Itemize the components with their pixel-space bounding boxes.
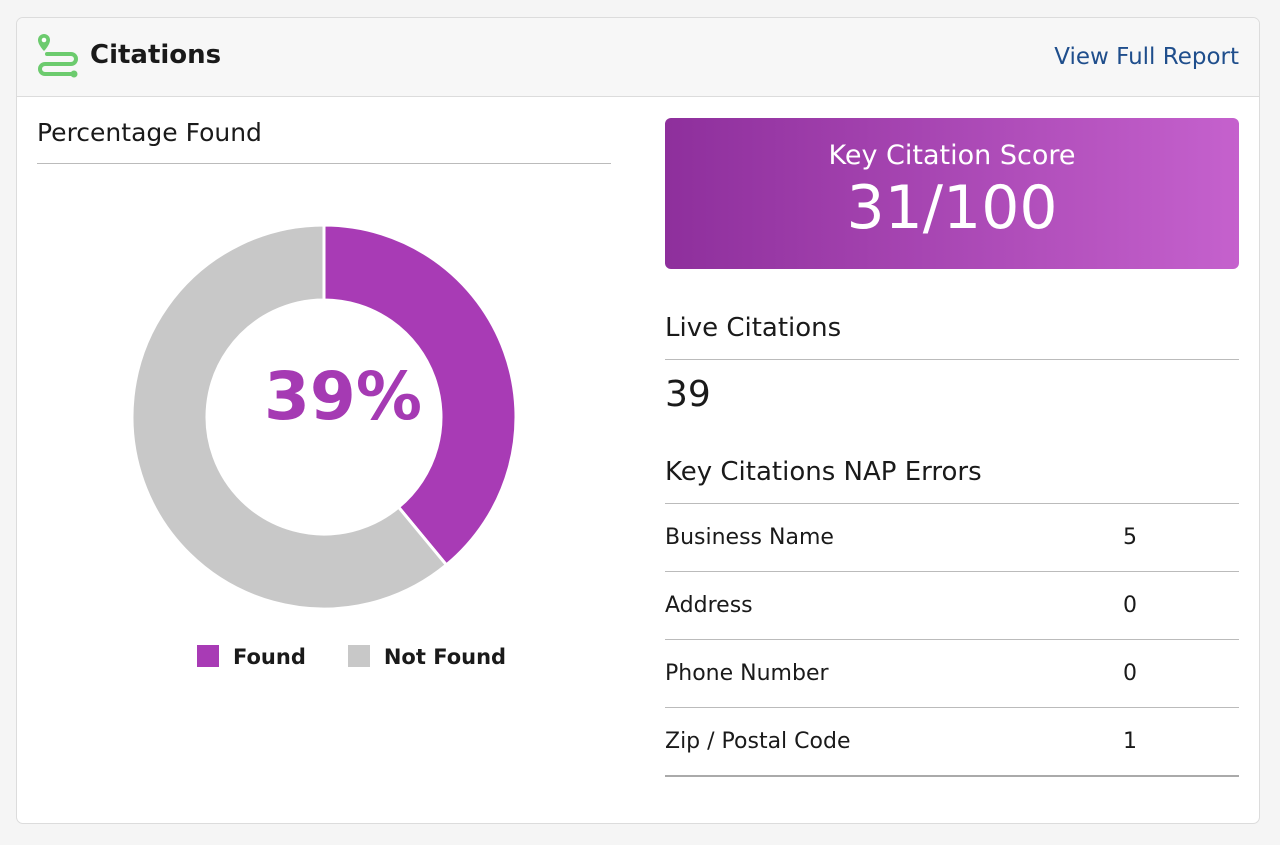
score-label: Key Citation Score <box>828 140 1076 171</box>
donut-center-label: 39% <box>264 358 422 435</box>
row-value: 5 <box>1123 525 1137 550</box>
row-label: Zip / Postal Code <box>665 729 851 754</box>
table-row: Zip / Postal Code 1 <box>665 708 1239 777</box>
row-label: Address <box>665 593 753 618</box>
view-full-report-link[interactable]: View Full Report <box>1054 44 1239 70</box>
row-label: Business Name <box>665 525 834 550</box>
score-value: 31/100 <box>846 173 1058 243</box>
percentage-found-section: Percentage Found 39% Found Not Found <box>37 118 611 669</box>
table-row: Address 0 <box>665 572 1239 640</box>
legend-item-not-found[interactable]: Not Found <box>347 645 507 669</box>
section-title: Percentage Found <box>37 118 611 164</box>
legend-swatch <box>197 645 219 667</box>
route-pin-icon <box>38 34 78 78</box>
legend-item-found[interactable]: Found <box>197 645 306 669</box>
row-value: 0 <box>1123 593 1137 618</box>
live-citations-heading: Live Citations <box>665 313 1239 360</box>
table-row: Phone Number 0 <box>665 640 1239 708</box>
citations-card: Citations View Full Report Percentage Fo… <box>16 17 1260 824</box>
legend-label: Not Found <box>383 645 507 669</box>
card-title: Citations <box>90 40 222 70</box>
nap-errors-heading: Key Citations NAP Errors <box>665 457 1239 504</box>
legend-swatch <box>347 645 370 667</box>
row-value: 1 <box>1123 729 1137 754</box>
donut-slice-found[interactable] <box>322 223 518 568</box>
key-citation-score-banner: Key Citation Score 31/100 <box>665 118 1239 269</box>
legend-label: Found <box>233 645 306 669</box>
row-label: Phone Number <box>665 661 829 686</box>
row-value: 0 <box>1123 661 1137 686</box>
live-citations-value: 39 <box>665 374 711 415</box>
card-header: Citations View Full Report <box>17 18 1259 97</box>
chart-legend: Found Not Found <box>197 645 506 669</box>
donut-slice-not-found[interactable] <box>130 223 449 611</box>
donut-chart <box>130 223 518 611</box>
table-row: Business Name 5 <box>665 504 1239 572</box>
citation-stats: Key Citation Score 31/100 Live Citations… <box>665 118 1239 777</box>
nap-errors-table: Business Name 5 Address 0 Phone Number 0 Zi… <box>665 504 1239 777</box>
